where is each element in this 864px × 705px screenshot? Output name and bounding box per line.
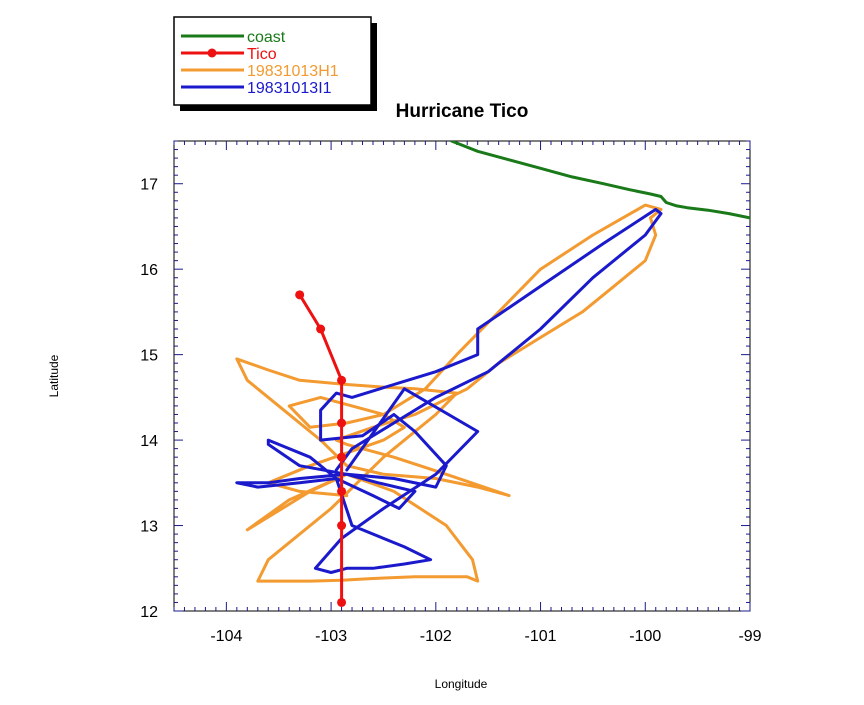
x-tick-label: -103 <box>315 628 347 645</box>
y-tick-label: 13 <box>140 519 158 536</box>
series-point-tico <box>337 597 347 607</box>
x-tick-label: -100 <box>629 628 661 645</box>
legend-marker <box>207 48 217 58</box>
y-tick-label: 17 <box>140 177 158 194</box>
legend-label: 19831013I1 <box>247 80 332 97</box>
axis-ticks <box>173 140 751 612</box>
y-tick-label: 15 <box>140 348 158 365</box>
series-point-tico <box>337 486 347 496</box>
x-tick-label: -101 <box>525 628 557 645</box>
legend-label: 19831013H1 <box>247 63 339 80</box>
x-tick-label: -99 <box>738 628 761 645</box>
x-tick-label: -102 <box>420 628 452 645</box>
y-tick-label: 16 <box>140 262 158 279</box>
series-point-tico <box>337 452 347 462</box>
series-line-tico <box>298 293 344 604</box>
y-tick-label: 14 <box>140 433 158 450</box>
x-axis-title: Longitude <box>435 677 488 691</box>
series-line-19831013h1 <box>235 203 663 583</box>
series-point-tico <box>295 290 305 300</box>
plot-frame <box>173 140 751 612</box>
series-line-coast <box>450 141 750 220</box>
y-axis-title: Latitude <box>47 354 61 397</box>
series-point-tico <box>316 324 326 334</box>
legend-label: Tico <box>247 46 277 63</box>
legend-label: coast <box>247 29 286 46</box>
series-point-tico <box>337 521 347 531</box>
axis-tick-labels: -104 -103 -102 -101 -100 -99 12 13 14 15 16 17 <box>140 177 761 645</box>
legend-box <box>173 16 372 106</box>
x-tick-label: -104 <box>210 628 242 645</box>
chart-title: Hurricane Tico <box>396 101 529 122</box>
series-line-19831013i1 <box>235 207 663 574</box>
series-layer <box>235 141 750 607</box>
series-point-tico <box>337 418 347 428</box>
y-tick-label: 12 <box>140 604 158 621</box>
series-point-tico <box>337 375 347 385</box>
